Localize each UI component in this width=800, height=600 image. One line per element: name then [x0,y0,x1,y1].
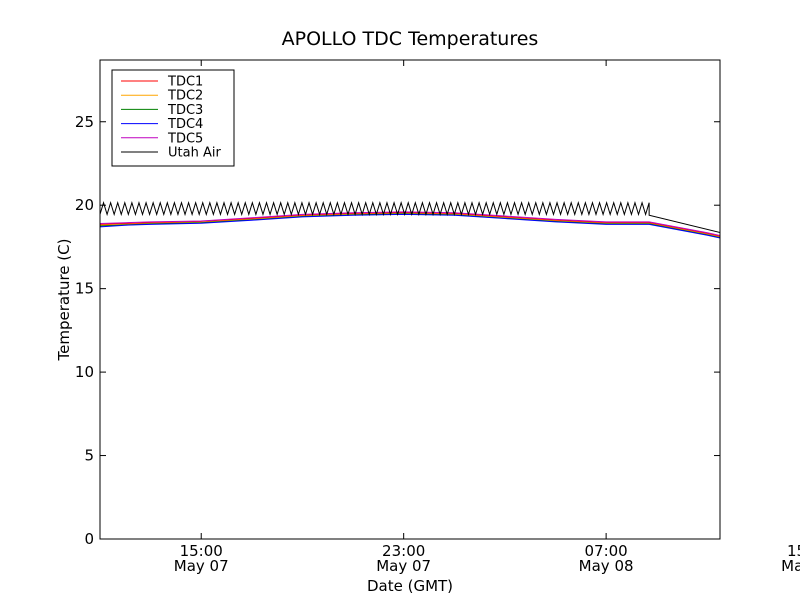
x-tick-date-label: May 08 [579,557,634,575]
series-utah-air [100,200,720,233]
y-tick-label: 10 [75,363,94,381]
legend-box [111,69,235,167]
legend-label-utah-air: Utah Air [168,146,221,161]
x-tick-time-label: 15:00 [180,542,223,560]
legend-label-tdc2: TDC2 [167,89,203,104]
x-tick-time-label: 15:00 [787,542,800,560]
legend-label-tdc1: TDC1 [167,75,203,90]
series-layer [100,200,720,239]
y-tick-label: 0 [84,530,94,548]
series-tdc5 [100,211,720,237]
x-tick-time-label: 07:00 [585,542,628,560]
x-tick-date-label: May 08 [781,557,800,575]
x-tick-date-label: May 07 [376,557,431,575]
y-tick-label: 5 [84,447,94,465]
y-tick-label: 15 [75,280,94,298]
legend-label-tdc5: TDC5 [167,131,203,146]
plot-frame [99,59,721,540]
series-tdc1 [100,212,720,237]
series-tdc4 [100,213,720,239]
x-tick-date-label: May 07 [174,557,229,575]
y-tick-label: 20 [75,196,94,214]
legend-label-tdc3: TDC3 [167,103,203,118]
x-axis-title: Date (GMT) [367,577,453,595]
y-tick-label: 25 [75,113,94,131]
chart-title: APOLLO TDC Temperatures [282,28,539,50]
legend-label-tdc4: TDC4 [167,117,203,132]
x-tick-time-label: 23:00 [382,542,425,560]
y-axis-title: Temperature (C) [55,239,73,362]
